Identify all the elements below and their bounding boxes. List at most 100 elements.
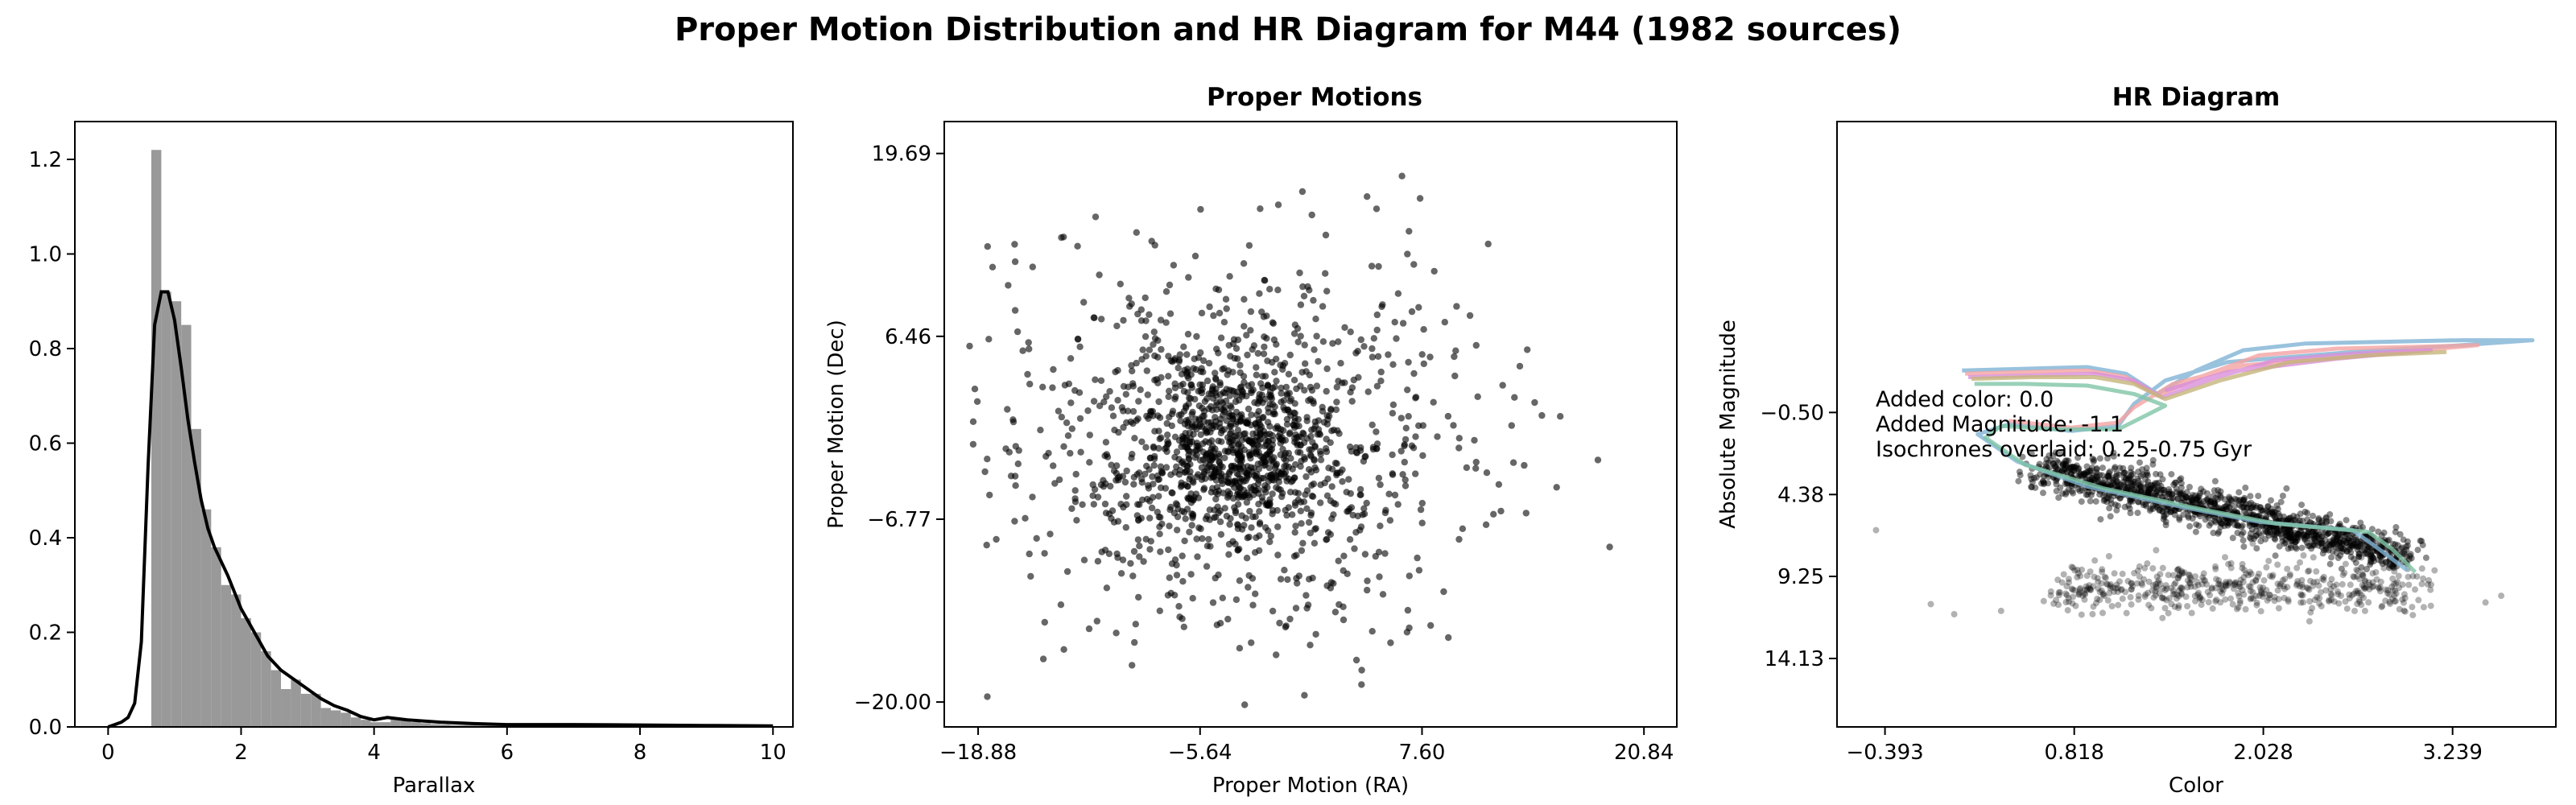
data-point (1067, 399, 1075, 407)
data-point (1389, 361, 1397, 368)
hr-point (2320, 573, 2327, 580)
hr-point (2369, 547, 2376, 555)
data-point (1215, 286, 1223, 294)
hr-point (2047, 592, 2054, 599)
data-point (1183, 402, 1190, 410)
hr-point (2240, 543, 2248, 551)
hr-point (2288, 517, 2295, 524)
data-point (1071, 487, 1079, 494)
data-point (1430, 267, 1438, 275)
hr-point (2299, 532, 2306, 539)
hr-point (2100, 493, 2107, 500)
data-point (1225, 341, 1232, 349)
hr-point (2119, 570, 2126, 577)
data-point (1283, 420, 1291, 428)
hr-point (2326, 542, 2334, 548)
data-point (1200, 418, 1208, 425)
data-point (1267, 532, 1275, 540)
hr-point (2151, 480, 2158, 487)
hr-point (2060, 571, 2067, 578)
data-point (1335, 430, 1343, 437)
data-point (1146, 454, 1154, 462)
data-point (1092, 213, 1100, 221)
hr-point (2053, 481, 2060, 488)
data-point (1071, 495, 1079, 502)
hr-point (2247, 493, 2254, 500)
hr-point (2293, 537, 2301, 543)
hr-point (2046, 452, 2053, 459)
data-point (1221, 403, 1228, 411)
data-point (1184, 389, 1191, 396)
hr-point (2343, 517, 2350, 524)
data-point (1330, 427, 1338, 434)
data-point (1129, 451, 1136, 458)
hr-point (2072, 602, 2079, 609)
hr-point (2075, 590, 2083, 597)
hr-point (2211, 500, 2218, 507)
data-point (1427, 621, 1435, 630)
data-point (1136, 543, 1143, 550)
hr-point (2217, 494, 2224, 502)
data-point (1247, 308, 1255, 316)
hr-point (2257, 504, 2264, 511)
hr-point (2285, 596, 2292, 603)
data-point (1063, 419, 1071, 427)
data-point (1412, 394, 1420, 401)
data-point (1166, 387, 1173, 394)
data-point (1306, 446, 1313, 453)
data-point (1277, 361, 1284, 369)
data-point (1133, 229, 1141, 236)
data-point (1224, 478, 1231, 485)
data-point (1195, 387, 1202, 395)
data-point (1414, 554, 1421, 562)
hr-point (2107, 500, 2115, 507)
hr-point (2212, 494, 2219, 502)
data-point (1024, 370, 1031, 378)
data-point (1157, 514, 1164, 521)
hr-point (2303, 584, 2310, 591)
hr-point (2292, 543, 2299, 551)
data-point (1131, 435, 1138, 442)
data-point (1029, 263, 1037, 270)
data-point (1109, 412, 1117, 419)
data-point (1312, 630, 1319, 638)
data-point (1298, 547, 1306, 555)
data-point (1179, 578, 1187, 585)
data-point (1287, 455, 1294, 462)
data-point (1356, 485, 1364, 493)
histogram-bar (161, 291, 171, 727)
hr-point (2162, 518, 2169, 526)
hr-point (2202, 516, 2209, 523)
data-point (1374, 353, 1382, 360)
hr-point (2322, 543, 2329, 550)
data-point (1406, 624, 1413, 632)
data-point (1073, 517, 1080, 524)
data-point (1227, 514, 1234, 522)
data-point (1245, 533, 1253, 541)
data-point (1227, 402, 1234, 410)
y-tick-label: 1.0 (29, 243, 62, 267)
hr-point (2405, 581, 2413, 588)
data-point (1216, 518, 1224, 526)
hr-point (2252, 577, 2260, 584)
data-point (1368, 421, 1376, 428)
data-point (1292, 522, 1299, 530)
hr-point (2108, 603, 2116, 609)
data-point (1256, 547, 1263, 555)
x-tick-label: 0 (101, 741, 115, 765)
hr-point (2184, 603, 2191, 609)
hr-point (2355, 553, 2363, 560)
hr-point (2186, 574, 2194, 581)
hr-point (2123, 609, 2130, 617)
data-point (1227, 353, 1234, 360)
data-point (1131, 638, 1138, 646)
data-point (1280, 427, 1287, 434)
hr-point (2152, 490, 2159, 497)
hr-point (2248, 504, 2256, 511)
data-point (1164, 438, 1171, 445)
hr-point (2313, 537, 2320, 544)
data-point (1169, 489, 1176, 497)
hr-point (2227, 519, 2233, 526)
hr-point (2105, 494, 2112, 502)
data-point (1276, 619, 1283, 627)
